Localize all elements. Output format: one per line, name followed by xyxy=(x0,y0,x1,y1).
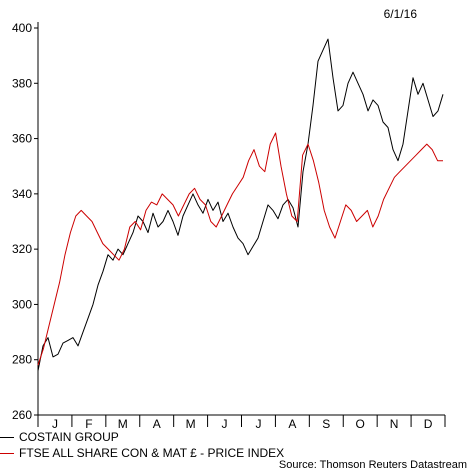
x-tick-label: D xyxy=(424,417,433,431)
date-label: 6/1/16 xyxy=(383,7,417,21)
y-tick-label: 320 xyxy=(12,242,32,256)
x-tick-label: M xyxy=(118,417,128,431)
chart-series xyxy=(37,38,444,371)
y-tick-label: 300 xyxy=(12,297,32,311)
x-tick-label: J xyxy=(255,417,261,431)
x-tick-label: S xyxy=(322,417,330,431)
y-tick-label: 280 xyxy=(12,353,32,367)
y-tick-label: 380 xyxy=(12,76,32,90)
legend-item-ftse: FTSE ALL SHARE CON & MAT £ - PRICE INDEX xyxy=(0,446,284,460)
series-line-costain xyxy=(37,38,444,371)
legend-label-ftse: FTSE ALL SHARE CON & MAT £ - PRICE INDEX xyxy=(19,446,285,460)
y-tick-label: 400 xyxy=(12,21,32,35)
x-tick-label: N xyxy=(390,417,399,431)
chart-axes: 260 280 300 320 340 360 380 400 J F M A M J J A S O N D xyxy=(12,21,446,431)
y-tick-label: 340 xyxy=(12,187,32,201)
x-tick-label: A xyxy=(288,417,296,431)
source-note: Source: Thomson Reuters Datastream xyxy=(278,459,467,471)
x-tick-label: J xyxy=(222,417,228,431)
legend-label-costain: COSTAIN GROUP xyxy=(19,430,119,444)
y-tick-label: 360 xyxy=(12,132,32,146)
legend-item-costain: COSTAIN GROUP xyxy=(0,430,119,444)
series-line-ftse xyxy=(37,132,443,366)
y-tick-label: 260 xyxy=(12,408,32,422)
x-tick-label: M xyxy=(186,417,196,431)
legend-swatch-ftse xyxy=(0,452,14,454)
legend-swatch-costain xyxy=(0,436,14,438)
x-tick-label: O xyxy=(356,417,365,431)
x-tick-label: A xyxy=(153,417,161,431)
x-tick-label: J xyxy=(52,417,58,431)
x-tick-label: F xyxy=(85,417,92,431)
